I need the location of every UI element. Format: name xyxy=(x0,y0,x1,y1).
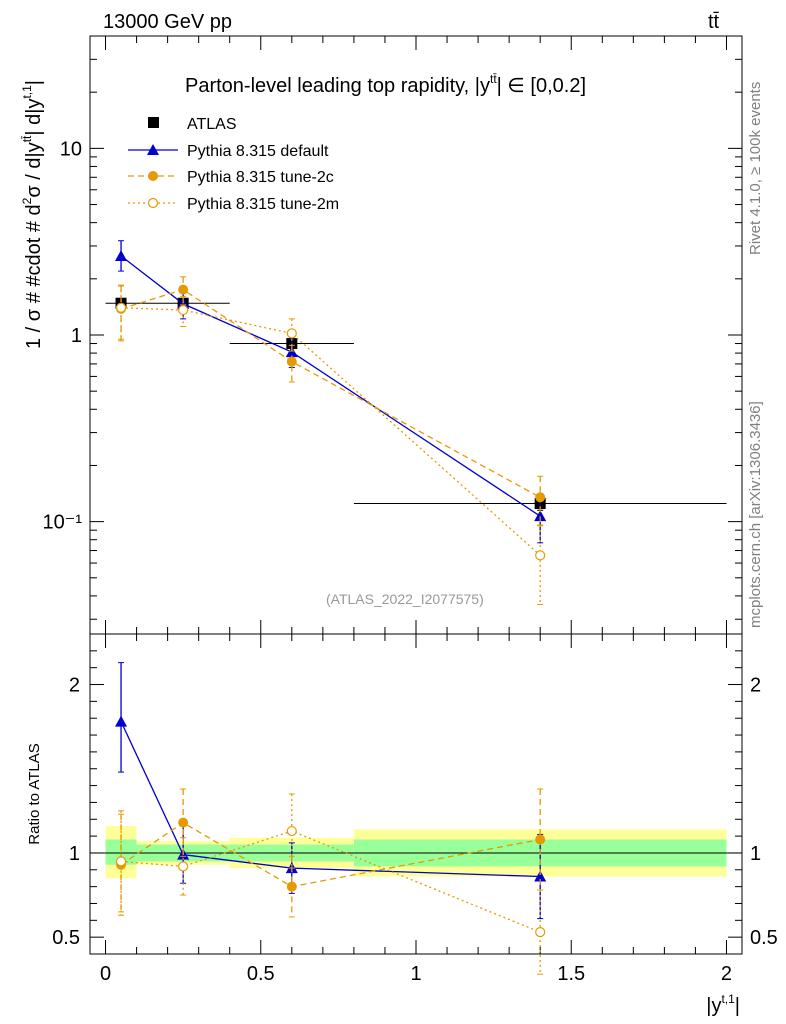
mcplots-side-label: mcplots.cern.ch [arXiv:1306.3436] xyxy=(747,401,764,628)
legend-atlas-marker xyxy=(148,117,159,128)
ratio-frame xyxy=(89,633,743,955)
main-default-point xyxy=(534,510,547,522)
ratio-tune2m-point xyxy=(535,927,546,938)
main-tune2m-point xyxy=(178,304,189,316)
main-default-line xyxy=(120,255,541,517)
analysis-watermark: (ATLAS_2022_I2077575) xyxy=(326,591,484,607)
ratio-xtick-label: 0.5 xyxy=(247,963,275,985)
ratio-tune2c-point xyxy=(286,881,297,892)
ratio-xtick-label: 1 xyxy=(410,963,421,985)
ratio-ytick-label-right: 1 xyxy=(750,843,761,865)
legend-tune2m-marker xyxy=(147,197,159,209)
main-default-point xyxy=(115,250,128,262)
main-tune2c-point xyxy=(286,356,297,367)
ratio-uncertainty-bands xyxy=(105,826,727,879)
ratio-tune2m-line xyxy=(120,830,541,933)
rivet-side-label: Rivet 4.1.0, ≥ 100k events xyxy=(747,82,764,255)
ratio-xtick-label: 2 xyxy=(721,963,732,985)
main-axis-ticks: 10⁻¹ 1 10 xyxy=(43,35,742,634)
ratio-default-point xyxy=(534,870,547,882)
xlabel: |yt,1| xyxy=(706,992,740,1017)
main-series-layer xyxy=(105,240,727,605)
ratio-xtick-label: 0 xyxy=(100,963,111,985)
ratio-ytick-label-right: 0.5 xyxy=(750,927,778,949)
main-panel: 10⁻¹ 1 10 Parton-level leading top rapidit… xyxy=(20,35,743,635)
ratio-tune2m-point xyxy=(286,825,297,837)
ratio-default-line xyxy=(120,721,541,878)
main-tune2c-line xyxy=(120,288,541,498)
plot-title: Parton-level leading top rapidity, |ytt̄… xyxy=(185,72,586,97)
legend-tune2c-marker xyxy=(148,171,158,181)
ratio-xtick-label: 1.5 xyxy=(557,963,585,985)
main-tune2m-point xyxy=(535,550,546,561)
main-ytick-label: 10 xyxy=(60,138,82,160)
ratio-ylabel: Ratio to ATLAS xyxy=(26,743,43,844)
main-ytick-label: 1 xyxy=(71,325,82,347)
main-tune2m-point xyxy=(286,328,297,339)
ratio-default-point xyxy=(115,715,128,727)
legend-default-label: Pythia 8.315 default xyxy=(187,143,329,160)
ratio-panel: 0.5 0.5 1 1 2 2 0 0.5 1 1.5 2 Ratio to ATLAS |yt,1… xyxy=(26,633,778,1017)
ratio-tune2c-point xyxy=(535,834,546,845)
main-tune2c-point xyxy=(178,284,189,295)
main-ytick-label: 10⁻¹ xyxy=(43,512,83,534)
legend-default-marker xyxy=(147,144,159,155)
ratio-tune2c-point xyxy=(178,817,189,828)
ratio-ytick-label-right: 2 xyxy=(750,675,761,697)
ratio-ytick-label: 2 xyxy=(69,675,80,697)
process-label: tt̄ xyxy=(708,11,720,33)
legend-atlas-label: ATLAS xyxy=(187,116,237,133)
main-tune2c-point xyxy=(535,492,546,503)
energy-label: 13000 GeV pp xyxy=(103,11,232,33)
legend-tune2m-label: Pythia 8.315 tune-2m xyxy=(187,196,339,213)
main-ylabel: 1 / σ # #cdot # d2σ / d|ytt̄| d|yt,1| xyxy=(20,80,45,349)
ratio-tune2m-point xyxy=(178,861,189,872)
ratio-tune2m-point xyxy=(115,856,127,867)
ratio-axis-ticks: 0.5 0.5 1 1 2 2 0 0.5 1 1.5 2 xyxy=(52,634,778,985)
main-tune2m-line xyxy=(121,307,541,556)
legend-tune2c-label: Pythia 8.315 tune-2c xyxy=(187,169,334,186)
ratio-series-layer xyxy=(115,662,547,975)
ratio-ytick-label: 1 xyxy=(69,843,80,865)
main-tune2m-point xyxy=(115,302,127,313)
ratio-ytick-label: 0.5 xyxy=(52,927,80,949)
legend: ATLAS Pythia 8.315 default Pythia 8.315 … xyxy=(128,116,339,213)
